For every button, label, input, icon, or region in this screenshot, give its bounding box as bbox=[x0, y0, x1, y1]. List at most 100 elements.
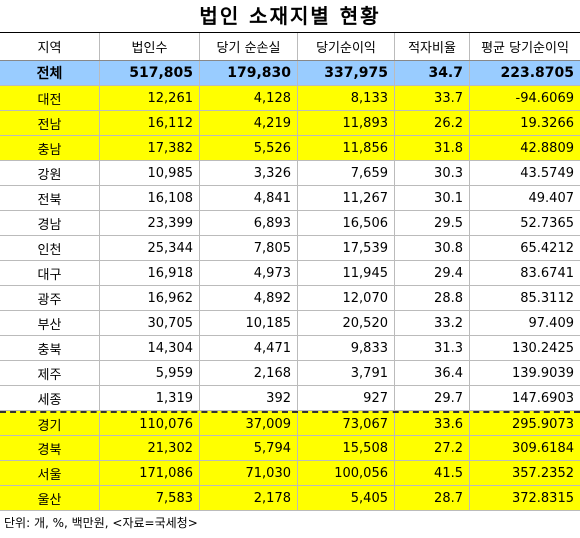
table-cell: 세종 bbox=[0, 386, 100, 410]
table-row: 경기 110,076 37,009 73,067 33.6 295.9073 bbox=[0, 411, 580, 436]
table-cell: 2,178 bbox=[200, 486, 298, 510]
table-cell: 357.2352 bbox=[511, 465, 574, 481]
table-row: 울산 7,583 2,178 5,405 28.7 372.8315 bbox=[0, 486, 580, 511]
table-cell: 평균 당기순이익 bbox=[481, 41, 569, 56]
table-cell: 33.2 bbox=[395, 311, 470, 335]
table-cell: 11,856 bbox=[298, 136, 395, 160]
table-cell: 4,973 bbox=[200, 261, 298, 285]
table-cell: 17,539 bbox=[298, 236, 395, 260]
table-cell: 52.7365 bbox=[520, 215, 574, 231]
table-cell: 11,893 bbox=[298, 111, 395, 135]
table-cell: 서울 bbox=[0, 461, 100, 485]
table-row: 전체 517,805 179,830 337,975 34.7 223.8705 bbox=[0, 61, 580, 86]
table-cell: 49.407 bbox=[528, 190, 575, 206]
table-cell: 927 bbox=[298, 386, 395, 410]
table-cell: 5,794 bbox=[200, 436, 298, 460]
table-cell: 충남 bbox=[0, 136, 100, 160]
table-row: 지역 법인수 당기 순손실 당기순이익 적자비율 평균 당기순이익 bbox=[0, 33, 580, 61]
table-cell: 30.1 bbox=[395, 186, 470, 210]
table-cell: 16,962 bbox=[100, 286, 200, 310]
table-cell: 73,067 bbox=[298, 413, 395, 435]
table-cell: 29.7 bbox=[395, 386, 470, 410]
table-cell: 16,112 bbox=[100, 111, 200, 135]
table-cell: 31.3 bbox=[395, 336, 470, 360]
table-cell: 4,219 bbox=[200, 111, 298, 135]
table-row: 제주 5,959 2,168 3,791 36.4 139.9039 bbox=[0, 361, 580, 386]
table-cell: 당기순이익 bbox=[298, 33, 395, 60]
table-cell: 30.3 bbox=[395, 161, 470, 185]
table-cell: 17,382 bbox=[100, 136, 200, 160]
table-cell: 43.5749 bbox=[520, 165, 574, 181]
table-cell: 33.7 bbox=[395, 86, 470, 110]
table-cell: 8,133 bbox=[298, 86, 395, 110]
table-cell: 9,833 bbox=[298, 336, 395, 360]
table: 지역 법인수 당기 순손실 당기순이익 적자비율 평균 당기순이익 전체 517,805 179… bbox=[0, 32, 580, 511]
table-cell: 30,705 bbox=[100, 311, 200, 335]
table-cell: 적자비율 bbox=[395, 33, 470, 60]
table-cell: 42.8809 bbox=[520, 140, 574, 156]
table-cell: 392 bbox=[200, 386, 298, 410]
table-cell: 29.5 bbox=[395, 211, 470, 235]
table-cell: 71,030 bbox=[200, 461, 298, 485]
table-row: 광주 16,962 4,892 12,070 28.8 85.3112 bbox=[0, 286, 580, 311]
table-cell: 100,056 bbox=[298, 461, 395, 485]
table-cell: 23,399 bbox=[100, 211, 200, 235]
table-cell: 1,319 bbox=[100, 386, 200, 410]
table-cell: 제주 bbox=[0, 361, 100, 385]
table-row: 전북 16,108 4,841 11,267 30.1 49.407 bbox=[0, 186, 580, 211]
table-cell: 21,302 bbox=[100, 436, 200, 460]
table-cell: 29.4 bbox=[395, 261, 470, 285]
table-cell: 139.9039 bbox=[511, 365, 574, 381]
table-cell: 3,326 bbox=[200, 161, 298, 185]
table-cell: 경기 bbox=[0, 413, 100, 435]
table-cell: 11,267 bbox=[298, 186, 395, 210]
table-cell: 337,975 bbox=[298, 61, 395, 85]
table-row: 전남 16,112 4,219 11,893 26.2 19.3266 bbox=[0, 111, 580, 136]
table-cell: 10,985 bbox=[100, 161, 200, 185]
table-cell: 전북 bbox=[0, 186, 100, 210]
table-cell: 부산 bbox=[0, 311, 100, 335]
table-cell: 대구 bbox=[0, 261, 100, 285]
table-cell: 6,893 bbox=[200, 211, 298, 235]
table-cell: 147.6903 bbox=[511, 390, 574, 406]
table-cell: 전남 bbox=[0, 111, 100, 135]
table-cell: 5,959 bbox=[100, 361, 200, 385]
table-cell: 3,791 bbox=[298, 361, 395, 385]
table-cell: 광주 bbox=[0, 286, 100, 310]
table-cell: 37,009 bbox=[200, 413, 298, 435]
table-cell: 4,471 bbox=[200, 336, 298, 360]
table-cell: 65.4212 bbox=[520, 240, 574, 256]
table-cell: 7,583 bbox=[100, 486, 200, 510]
table-cell: 경남 bbox=[0, 211, 100, 235]
table-row: 경북 21,302 5,794 15,508 27.2 309.6184 bbox=[0, 436, 580, 461]
table-cell: 85.3112 bbox=[520, 290, 574, 306]
table-row: 부산 30,705 10,185 20,520 33.2 97.409 bbox=[0, 311, 580, 336]
table-cell: 33.6 bbox=[395, 413, 470, 435]
table-cell: 16,506 bbox=[298, 211, 395, 235]
table-cell: 10,185 bbox=[200, 311, 298, 335]
table-cell: 34.7 bbox=[395, 61, 470, 85]
table-row: 충남 17,382 5,526 11,856 31.8 42.8809 bbox=[0, 136, 580, 161]
table-cell: 30.8 bbox=[395, 236, 470, 260]
table-cell: 7,659 bbox=[298, 161, 395, 185]
table-cell: 4,128 bbox=[200, 86, 298, 110]
table-cell: 14,304 bbox=[100, 336, 200, 360]
table-cell: 5,526 bbox=[200, 136, 298, 160]
table-cell: 83.6741 bbox=[520, 265, 574, 281]
table-cell: 경북 bbox=[0, 436, 100, 460]
table-cell: 295.9073 bbox=[511, 416, 574, 432]
table-cell: 전체 bbox=[0, 61, 100, 85]
table-row: 서울 171,086 71,030 100,056 41.5 357.2352 bbox=[0, 461, 580, 486]
table-row: 대전 12,261 4,128 8,133 33.7 -94.6069 bbox=[0, 86, 580, 111]
table-cell: 31.8 bbox=[395, 136, 470, 160]
table-cell: 당기 순손실 bbox=[200, 33, 298, 60]
table-cell: 11,945 bbox=[298, 261, 395, 285]
table-cell: 강원 bbox=[0, 161, 100, 185]
table-row: 충북 14,304 4,471 9,833 31.3 130.2425 bbox=[0, 336, 580, 361]
table-cell: 16,108 bbox=[100, 186, 200, 210]
table-row: 경남 23,399 6,893 16,506 29.5 52.7365 bbox=[0, 211, 580, 236]
table-cell: 171,086 bbox=[100, 461, 200, 485]
table-cell: 372.8315 bbox=[511, 490, 574, 506]
table-row: 대구 16,918 4,973 11,945 29.4 83.6741 bbox=[0, 261, 580, 286]
